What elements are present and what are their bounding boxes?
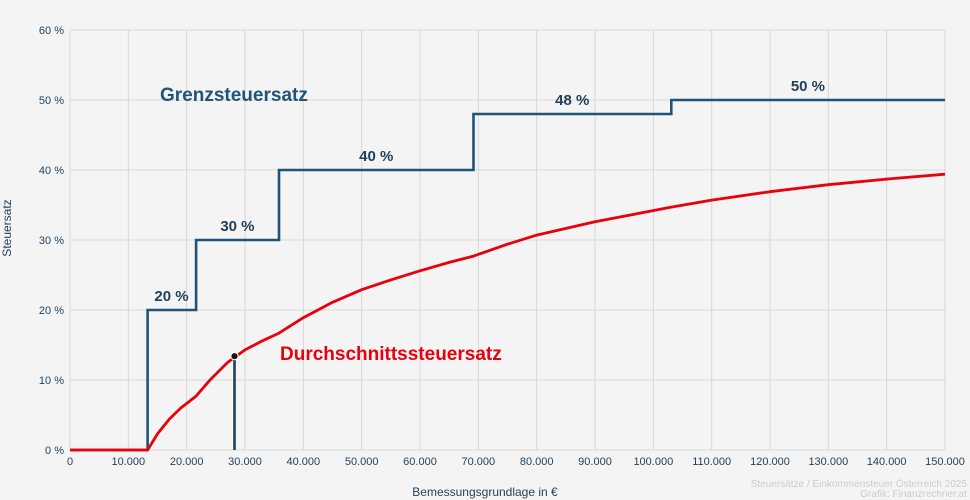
- x-tick-label: 10.000: [112, 456, 146, 468]
- y-tick-label: 40 %: [39, 165, 64, 177]
- y-tick-label: 0 %: [45, 445, 64, 457]
- x-tick-label: 150.000: [925, 456, 965, 468]
- series-lines: [70, 98, 946, 452]
- step-label: 48 %: [555, 92, 589, 109]
- x-tick-label: 60.000: [403, 456, 437, 468]
- x-tick-label: 50.000: [345, 456, 379, 468]
- credits-line-2: Grafik: Finanzrechner.at: [860, 489, 967, 500]
- step-labels: 20 % 30 % 40 % 48 % 50 %: [154, 78, 825, 305]
- x-axis-label: Bemessungsgrundlage in €: [412, 485, 558, 499]
- y-tick-label: 60 %: [39, 25, 64, 37]
- x-tick-label: 110.000: [692, 456, 731, 468]
- series-line-grenzsteuersatz: [70, 98, 945, 452]
- x-tick-label: 20.000: [170, 456, 204, 468]
- x-tick-label: 30.000: [228, 456, 262, 468]
- x-tick-label: 120.000: [750, 456, 790, 468]
- x-tick-label: 90.000: [578, 456, 612, 468]
- marker: [230, 352, 239, 450]
- y-tick-label: 20 %: [39, 305, 64, 317]
- y-axis-label: Steuersatz: [0, 199, 14, 256]
- y-tick-label: 10 %: [39, 375, 64, 387]
- x-axis-ticks: 0 10.000 20.000 30.000 40.000 50.000 60.000 70.…: [67, 456, 965, 468]
- x-tick-label: 100.000: [633, 456, 673, 468]
- x-tick-label: 40.000: [287, 456, 321, 468]
- x-tick-label: 140.000: [867, 456, 907, 468]
- annotation-grenzsteuersatz: Grenzsteuersatz: [160, 85, 308, 106]
- series-line-durchschnittssteuersatz: [70, 172, 946, 452]
- y-tick-label: 30 %: [39, 235, 64, 247]
- x-tick-label: 0: [67, 456, 73, 468]
- y-axis-ticks: 0 % 10 % 20 % 30 % 40 % 50 % 60 %: [39, 25, 64, 457]
- step-label: 20 %: [154, 288, 188, 305]
- step-label: 30 %: [220, 218, 254, 235]
- step-label: 50 %: [791, 78, 825, 95]
- credits-line-1: Steuersätze / Einkommensteuer Österreich…: [751, 478, 968, 490]
- annotation-durchschnittssteuersatz: Durchschnittssteuersatz: [280, 344, 502, 365]
- x-tick-label: 80.000: [520, 456, 554, 468]
- marker-point: [230, 352, 239, 361]
- x-tick-label: 130.000: [808, 456, 848, 468]
- step-label: 40 %: [359, 148, 393, 165]
- y-tick-label: 50 %: [39, 95, 64, 107]
- x-tick-label: 70.000: [462, 456, 496, 468]
